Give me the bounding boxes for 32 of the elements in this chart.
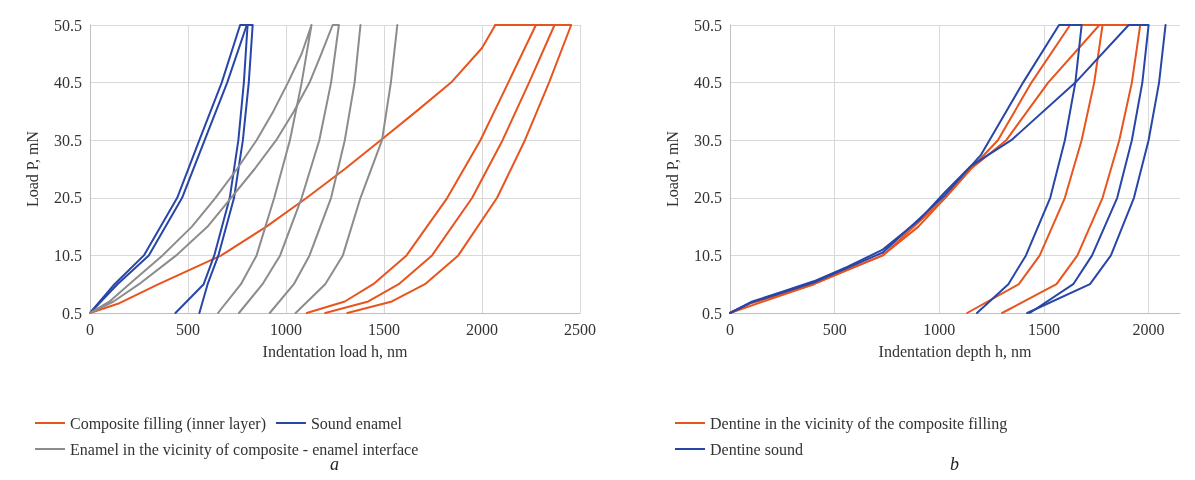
- y-tick-label: 50.5: [54, 16, 82, 34]
- y-tick-label: 10.5: [54, 246, 82, 264]
- x-tick-label: 2000: [1132, 320, 1165, 338]
- y-tick-label: 0.5: [62, 304, 82, 322]
- y-tick-label: 20.5: [54, 189, 82, 207]
- x-tick-label: 0: [86, 320, 94, 338]
- legend-label: Dentine in the vicinity of the composite filling: [710, 414, 1008, 433]
- x-tick-label: 500: [176, 320, 200, 338]
- x-axis-title: Indentation load h, nm: [262, 342, 408, 360]
- text: b: [950, 454, 959, 474]
- x-tick-label: 1000: [270, 320, 302, 338]
- y-tick-label: 0.5: [702, 304, 722, 322]
- legend-label: Composite filling (inner layer): [70, 414, 266, 433]
- legend-label: Sound enamel: [310, 414, 403, 432]
- y-tick-label: 30.5: [694, 131, 722, 149]
- y-tick-label: 40.5: [694, 74, 722, 92]
- y-tick-label: 10.5: [694, 246, 722, 264]
- x-tick-label: 0: [726, 320, 734, 338]
- y-axis-title: Load P, mN: [663, 130, 681, 207]
- x-tick-label: 2500: [564, 320, 596, 338]
- legend-label: Dentine sound: [710, 440, 803, 458]
- x-tick-label: 1500: [1027, 320, 1060, 338]
- y-tick-label: 20.5: [694, 189, 722, 207]
- x-tick-label: 1500: [368, 320, 400, 338]
- x-tick-label: 2000: [466, 320, 498, 338]
- y-axis-title: Load P, mN: [23, 130, 41, 207]
- x-tick-label: 500: [822, 320, 847, 338]
- x-tick-label: 1000: [923, 320, 956, 338]
- y-tick-label: 50.5: [694, 16, 722, 34]
- y-tick-label: 40.5: [54, 74, 82, 92]
- y-tick-label: 30.5: [54, 131, 82, 149]
- x-axis-title: Indentation depth h, nm: [878, 342, 1032, 361]
